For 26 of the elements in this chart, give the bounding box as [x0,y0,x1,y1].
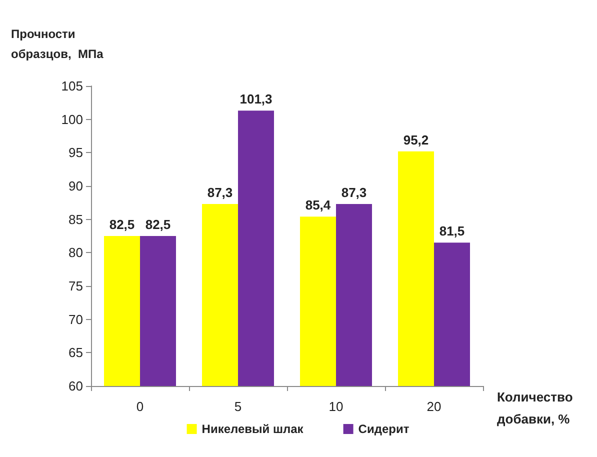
x-tick-label: 20 [426,399,442,414]
x-axis-title: Количество добавки, % [497,390,573,426]
y-tick-label: 95 [68,145,83,160]
y-tick-label: 90 [68,178,83,194]
y-tick-label: 105 [61,78,83,94]
y-tick-label: 75 [68,278,83,294]
data-label: 95,2 [403,132,429,148]
y-tick-label: 65 [68,345,83,360]
data-label: 87,3 [341,185,367,200]
legend-label: Сидерит [358,422,410,436]
y-tick-label: 80 [68,245,83,260]
data-label: 82,5 [145,217,171,232]
data-label: 81,5 [439,224,465,239]
data-label: 87,3 [207,185,233,200]
y-axis-title: Прочности образцов, МПа [11,27,104,61]
data-label: 82,5 [109,217,135,232]
y-tick-label: 70 [68,312,83,327]
data-label: 101,3 [240,92,272,107]
x-tick-label: 5 [234,399,242,414]
y-tick-label: 100 [61,112,83,127]
x-tick-label: 10 [328,399,344,414]
x-tick-label: 0 [136,399,144,414]
data-label: 85,4 [305,198,332,213]
legend-label: Никелевый шлак [202,422,304,436]
y-tick-label: 60 [68,378,83,394]
y-tick-label: 85 [68,212,83,227]
